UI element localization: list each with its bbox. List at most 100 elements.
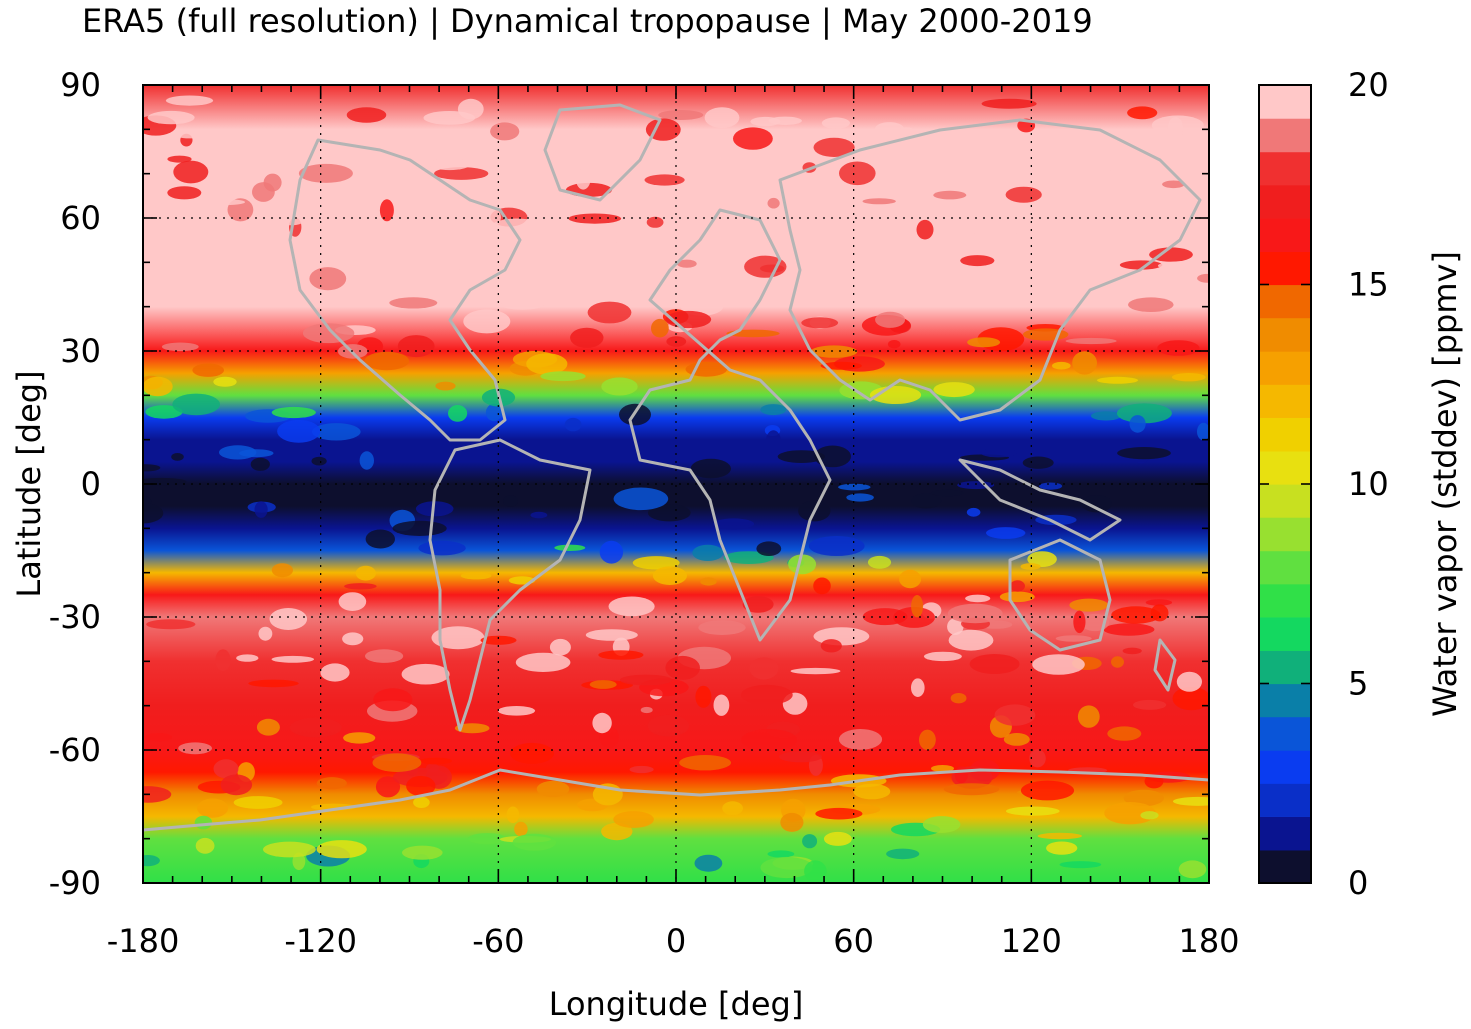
map-texture-cell [167, 155, 192, 163]
map-texture-cell [460, 572, 492, 580]
map-texture-cell [931, 765, 954, 772]
map-texture-cell [355, 565, 376, 581]
map-texture-cell [768, 116, 802, 126]
map-texture-cell [585, 629, 638, 641]
map-texture-cell [780, 812, 804, 832]
map-texture-cell [485, 208, 501, 226]
map-texture-cell [954, 766, 968, 784]
colorbar-label: Water vapor (stddev) [ppmv] [1426, 251, 1464, 717]
map-texture-cell [175, 130, 203, 139]
map-texture-cell [741, 729, 797, 751]
map-texture-cell [1111, 606, 1161, 624]
map-texture-cell [402, 845, 443, 860]
colorbar-band [1259, 317, 1311, 352]
map-texture-cell [1147, 129, 1184, 137]
map-texture-cell [342, 632, 364, 646]
map-texture-cell [675, 214, 694, 222]
map-texture-cell [178, 742, 213, 755]
map-texture-cell [194, 815, 213, 830]
colorbar-band [1259, 550, 1311, 585]
map-texture-cell [760, 404, 787, 416]
x-axis-label: Longitude [deg] [549, 985, 804, 1023]
map-texture-cell [933, 190, 967, 200]
map-texture-cell [256, 718, 280, 736]
map-texture-cell [1104, 802, 1156, 825]
map-texture-cell [749, 657, 779, 680]
map-texture-cell [419, 757, 453, 765]
map-texture-cell [640, 706, 653, 714]
x-tick-label: 60 [833, 922, 874, 960]
map-texture-cell [677, 259, 697, 268]
map-texture-cell [853, 783, 891, 800]
colorbar-band [1259, 650, 1311, 685]
map-texture-cell [713, 694, 730, 716]
map-texture-cell [564, 417, 582, 432]
map-texture-cell [457, 98, 484, 120]
map-texture-cell [1149, 247, 1193, 262]
map-texture-cell [448, 405, 468, 422]
map-texture-cell [485, 403, 502, 422]
map-texture-cell [898, 127, 916, 139]
map-texture-cell [271, 406, 316, 419]
map-texture-cell [740, 684, 793, 706]
map-texture-cell [1126, 252, 1154, 263]
map-texture-cell [658, 110, 704, 120]
map-texture-cell [145, 405, 183, 419]
map-texture-cell [236, 654, 259, 662]
map-texture-cell [647, 504, 691, 522]
map-texture-cell [500, 299, 544, 310]
map-texture-cell [1073, 610, 1086, 634]
colorbar-band [1259, 218, 1311, 252]
map-texture-cell [690, 458, 731, 479]
map-texture-cell [647, 714, 690, 737]
map-texture-cell [644, 174, 685, 186]
colorbar-band [1259, 251, 1311, 286]
x-tick-label: -60 [472, 922, 524, 960]
map-texture-cell [397, 335, 435, 358]
map-texture-cell [146, 619, 196, 630]
colorbar-frame [1258, 84, 1312, 884]
map-texture-cell [161, 342, 199, 352]
map-texture-cell [969, 654, 1020, 674]
map-texture-cell [213, 376, 237, 387]
map-texture-cell [652, 566, 688, 585]
map-texture-cell [862, 198, 896, 205]
colorbar-tick-label: 10 [1348, 465, 1389, 503]
map-texture-cell [509, 742, 555, 764]
y-tick-label: 60 [60, 199, 101, 237]
map-texture-cell [1079, 247, 1123, 260]
x-tick-label: 0 [666, 922, 686, 960]
map-texture-cell [999, 591, 1035, 603]
map-texture-cell [802, 834, 818, 849]
colorbar-band [1259, 417, 1311, 452]
map-texture-cell [933, 382, 975, 398]
map-texture-cell [765, 430, 782, 453]
map-texture-cell [815, 807, 863, 820]
coastlines [143, 103, 1209, 832]
colorbar: 20 15 10 5 0 Water vapor (stddev) [ppmv] [1258, 66, 1464, 902]
map-texture-cell [438, 180, 459, 205]
colorbar-band [1259, 284, 1311, 319]
map-texture-cell [1032, 654, 1085, 675]
map-texture-cell [373, 688, 413, 712]
map-texture-cell [694, 854, 723, 872]
map-texture-cell [980, 448, 1017, 458]
map-texture-cell [1090, 411, 1122, 421]
map-texture-cell [887, 340, 901, 349]
map-texture-cell [554, 544, 586, 551]
map-texture-cell [143, 786, 172, 803]
map-texture-cell [512, 833, 557, 851]
map-texture-cell [173, 160, 209, 184]
map-texture-cell [1117, 447, 1171, 460]
map-texture-cell [197, 798, 229, 818]
map-texture-cell [922, 816, 961, 833]
map-texture-cell [923, 651, 962, 662]
map-texture-cell [713, 518, 755, 530]
map-texture-cell [821, 117, 851, 129]
map-texture-cell [1127, 106, 1158, 120]
y-axis-label: Latitude [deg] [10, 370, 48, 597]
map-texture-cell [916, 219, 934, 240]
map-texture-cell [575, 221, 629, 245]
map-texture-cell [1077, 705, 1100, 728]
map-texture-cell [165, 95, 214, 106]
